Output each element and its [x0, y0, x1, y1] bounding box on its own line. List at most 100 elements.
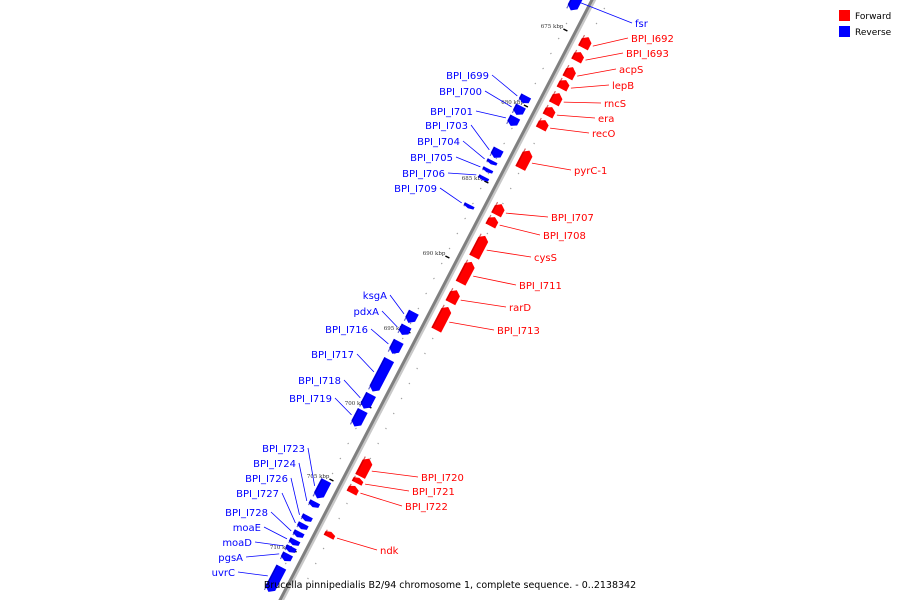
gene-label-bpi-i700[interactable]: BPI_I700: [439, 87, 482, 98]
gene-bpi-i706[interactable]: [477, 174, 490, 183]
gene-block-shade: [296, 521, 301, 528]
gene-lepb[interactable]: [556, 77, 571, 92]
gene-label-pyrc-1[interactable]: pyrC-1: [574, 166, 607, 177]
gene-label-bpi-i693[interactable]: BPI_I693: [626, 49, 669, 60]
gene-label-acps[interactable]: acpS: [619, 65, 643, 76]
gene-label-bpi-i717[interactable]: BPI_I717: [311, 350, 354, 361]
gene-rncs[interactable]: [548, 90, 564, 107]
gene-label-bpi-i701[interactable]: BPI_I701: [430, 107, 473, 118]
gene-label-fsr[interactable]: fsr: [635, 19, 649, 30]
gene-label-bpi-i703[interactable]: BPI_I703: [425, 121, 468, 132]
gene-pyrc-1[interactable]: [515, 148, 534, 171]
scale-tick-label: 695 kbp: [384, 326, 407, 332]
gene-label-bpi-i709[interactable]: BPI_I709: [394, 184, 437, 195]
gene-label-bpi-i707[interactable]: BPI_I707: [551, 213, 594, 224]
gene-label-moad[interactable]: moaD: [222, 538, 252, 549]
gene-bpi-i721[interactable]: [351, 475, 365, 486]
gene-block-shade: [477, 174, 481, 179]
gene-cyss[interactable]: [469, 233, 490, 260]
gene-label-bpi-i722[interactable]: BPI_I722: [405, 502, 448, 513]
gene-reco[interactable]: [535, 117, 550, 132]
gene-label-era[interactable]: era: [598, 114, 614, 125]
gene-bpi-i717[interactable]: [368, 356, 395, 394]
gene-bpi-i709[interactable]: [463, 202, 475, 211]
gene-bpi-i716[interactable]: [387, 338, 404, 356]
gene-bpi-i705[interactable]: [482, 166, 494, 175]
scale-minor-tick: [440, 262, 443, 265]
gene-fsr[interactable]: [566, 0, 585, 13]
gene-label-bpi-i708[interactable]: BPI_I708: [543, 231, 586, 242]
gene-bpi-i708[interactable]: [485, 214, 499, 229]
gene-label-moae[interactable]: moaE: [233, 523, 261, 534]
gene-label-bpi-i727[interactable]: BPI_I727: [236, 489, 279, 500]
gene-bpi-i723[interactable]: [312, 478, 332, 501]
legend: Forward Reverse: [839, 10, 892, 38]
gene-label-pgsa[interactable]: pgsA: [218, 553, 243, 564]
gene-label-bpi-i716[interactable]: BPI_I716: [325, 325, 368, 336]
gene-label-rard[interactable]: rarD: [509, 303, 531, 314]
gene-label-bpi-i719[interactable]: BPI_I719: [289, 394, 332, 405]
gene-ksga[interactable]: [403, 309, 419, 326]
gene-bpi-i693[interactable]: [571, 49, 585, 64]
gene-bpi-i724[interactable]: [307, 499, 321, 509]
gene-label-bpi-i721[interactable]: BPI_I721: [412, 487, 455, 498]
gene-label-bpi-i711[interactable]: BPI_I711: [519, 281, 562, 292]
gene-bpi-i713[interactable]: [431, 304, 453, 333]
scale-tick: [445, 255, 450, 259]
gene-uvrc[interactable]: [263, 564, 287, 595]
gene-label-ndk[interactable]: ndk: [380, 546, 399, 557]
gene-block: [455, 261, 475, 286]
gene-bpi-i718[interactable]: [359, 391, 376, 411]
gene-label-lepb[interactable]: lepB: [612, 81, 634, 92]
scale-minor-tick: [595, 22, 598, 25]
gene-label-uvrc[interactable]: uvrC: [212, 568, 235, 579]
scale-minor-tick: [417, 307, 420, 310]
gene-bpi-i711[interactable]: [455, 259, 477, 286]
gene-label-bpi-i692[interactable]: BPI_I692: [631, 34, 674, 45]
gene-bpi-i701[interactable]: [506, 114, 521, 129]
gene-label-bpi-i728[interactable]: BPI_I728: [225, 508, 268, 519]
gene-era[interactable]: [542, 104, 557, 119]
gene-acps[interactable]: [562, 64, 577, 81]
gene-pdxa[interactable]: [397, 323, 412, 338]
gene-label-bpi-i699[interactable]: BPI_I699: [446, 71, 489, 82]
gene-moae[interactable]: [288, 537, 301, 547]
gene-block: [292, 529, 305, 538]
gene-bpi-i692[interactable]: [578, 34, 593, 51]
gene-label-bpi-i706[interactable]: BPI_I706: [402, 169, 445, 180]
gene-label-rncs[interactable]: rncS: [604, 99, 626, 110]
gene-leader-line: [343, 379, 361, 399]
gene-ndk[interactable]: [323, 529, 337, 540]
gene-bpi-i727[interactable]: [296, 521, 309, 531]
gene-pgsa[interactable]: [279, 551, 294, 563]
gene-label-bpi-i723[interactable]: BPI_I723: [262, 444, 305, 455]
gene-bpi-i720[interactable]: [355, 456, 374, 479]
gene-block-shade: [397, 323, 404, 334]
gene-bpi-i700[interactable]: [511, 103, 526, 118]
gene-moad[interactable]: [284, 544, 297, 554]
gene-bpi-i707[interactable]: [491, 201, 506, 218]
gene-bpi-i704[interactable]: [486, 158, 498, 167]
gene-bpi-i699[interactable]: [518, 93, 532, 105]
gene-label-ksga[interactable]: ksgA: [363, 291, 387, 302]
gene-rard[interactable]: [445, 287, 461, 306]
gene-bpi-i719[interactable]: [349, 407, 368, 429]
gene-label-cyss[interactable]: cysS: [534, 253, 557, 264]
gene-label-bpi-i720[interactable]: BPI_I720: [421, 473, 464, 484]
gene-block-shade: [292, 529, 297, 536]
scale-minor-tick: [331, 472, 334, 475]
gene-label-bpi-i705[interactable]: BPI_I705: [410, 153, 453, 164]
gene-bpi-i728[interactable]: [292, 529, 305, 539]
gene-label-bpi-i726[interactable]: BPI_I726: [245, 474, 288, 485]
gene-label-bpi-i724[interactable]: BPI_I724: [253, 459, 296, 470]
gene-label-bpi-i718[interactable]: BPI_I718: [298, 376, 341, 387]
gene-block: [288, 537, 301, 546]
gene-bpi-i726[interactable]: [300, 513, 313, 523]
gene-label-reco[interactable]: recO: [592, 129, 616, 140]
gene-label-bpi-i713[interactable]: BPI_I713: [497, 326, 540, 337]
gene-block-shade: [578, 34, 586, 47]
gene-label-pdxa[interactable]: pdxA: [354, 307, 380, 318]
gene-bpi-i722[interactable]: [346, 483, 360, 496]
gene-bpi-i703[interactable]: [489, 146, 504, 161]
gene-label-bpi-i704[interactable]: BPI_I704: [417, 137, 460, 148]
